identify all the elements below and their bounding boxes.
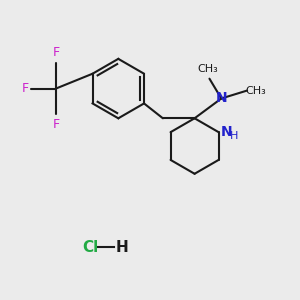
Text: F: F bbox=[22, 82, 29, 95]
Text: CH₃: CH₃ bbox=[246, 85, 266, 96]
Text: H: H bbox=[116, 240, 129, 255]
Text: H: H bbox=[230, 131, 238, 141]
Text: CH₃: CH₃ bbox=[197, 64, 218, 74]
Text: F: F bbox=[52, 46, 59, 59]
Text: Cl: Cl bbox=[82, 240, 99, 255]
Text: F: F bbox=[52, 118, 59, 131]
Text: N: N bbox=[215, 92, 227, 106]
Text: N: N bbox=[220, 125, 232, 139]
